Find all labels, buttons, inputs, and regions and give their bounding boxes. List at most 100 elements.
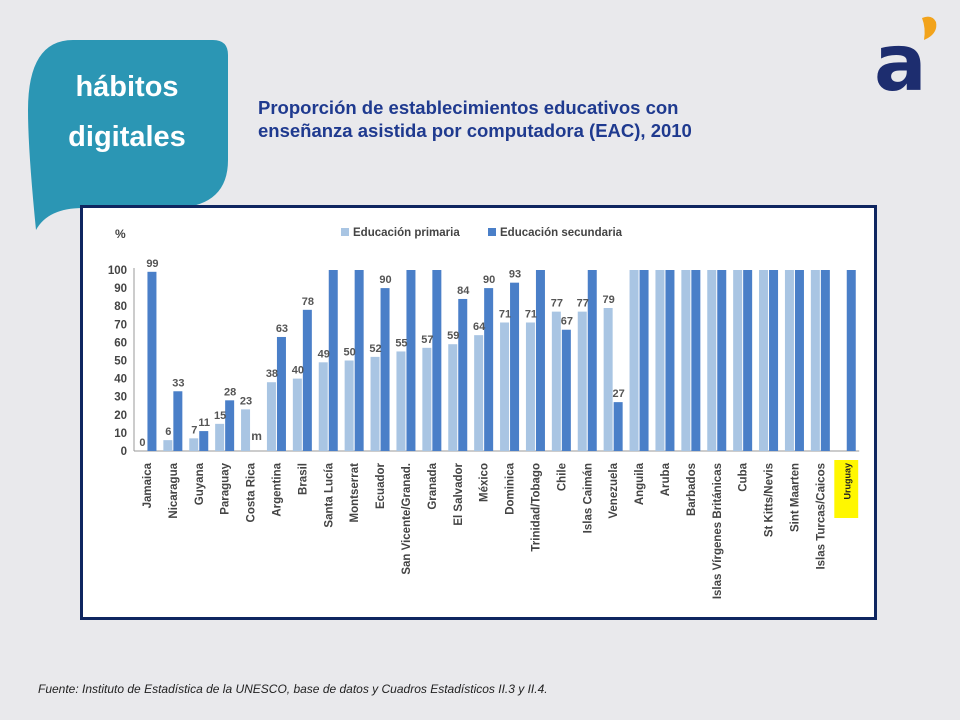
bar-primary	[525, 322, 535, 451]
data-label-primary: 77	[551, 298, 563, 310]
legend-swatch	[341, 228, 349, 236]
y-tick-label: 30	[114, 392, 127, 404]
bar-primary	[733, 270, 743, 451]
category-label: Santa Lucía	[323, 462, 335, 527]
bar-primary	[810, 270, 820, 451]
bar-secondary	[613, 402, 623, 451]
bar-secondary	[717, 270, 727, 451]
data-label-primary: 52	[369, 343, 381, 355]
data-label-secondary: 28	[224, 386, 236, 398]
data-label-primary: 64	[473, 321, 486, 333]
y-tick-label: 100	[108, 265, 127, 277]
y-tick-label: 90	[114, 283, 127, 295]
category-label: México	[479, 463, 491, 502]
badge-text: hábitos digitales	[34, 62, 220, 162]
bar-secondary	[587, 270, 597, 451]
page-title: Proporción de establecimientos educativo…	[258, 96, 818, 142]
data-label-secondary: 63	[276, 323, 288, 335]
bar-primary	[448, 344, 458, 451]
bar-primary	[681, 270, 691, 451]
chart-container: % 0 10 20 30 40 50 60 70 80 90 100 Educación primari…	[80, 205, 877, 620]
category-label: Venezuela	[608, 462, 620, 518]
bar-secondary	[510, 282, 520, 451]
bar-secondary	[820, 270, 830, 451]
data-label-primary: 71	[525, 308, 537, 320]
data-label-primary: 15	[214, 410, 226, 422]
badge-line-1: hábitos	[75, 71, 179, 103]
bar-secondary	[432, 270, 442, 451]
bar-secondary	[328, 270, 338, 451]
category-label: Ecuador	[375, 462, 387, 509]
category-label: Brasil	[297, 463, 309, 495]
bar-secondary	[147, 271, 157, 451]
data-label-secondary: 93	[509, 269, 521, 281]
bar-primary	[241, 409, 251, 451]
category-label: Islas Turcas/Caicos	[815, 463, 827, 570]
category-label: Islas Caimán	[582, 463, 594, 533]
bar-secondary	[199, 431, 209, 451]
title-line-2: enseñanza asistida por computadora (EAC)…	[258, 120, 692, 141]
bar-primary	[577, 311, 587, 451]
bar-secondary	[846, 270, 856, 451]
category-label: Anguila	[634, 462, 646, 505]
bar-secondary	[691, 270, 701, 451]
category-label: Trinidad/Tobago	[530, 463, 542, 552]
bar-secondary	[665, 270, 675, 451]
data-label-secondary: 78	[302, 296, 314, 308]
legend-swatch	[488, 228, 496, 236]
bar-secondary	[458, 298, 468, 451]
y-axis-label: %	[115, 227, 126, 241]
data-label-secondary: 90	[379, 274, 391, 286]
data-label-primary: 55	[395, 337, 407, 349]
bar-primary	[629, 270, 639, 451]
bar-primary	[551, 311, 561, 451]
bar-primary	[422, 347, 432, 451]
bar-primary	[474, 335, 484, 451]
bar-primary	[784, 270, 794, 451]
category-label: Aruba	[660, 462, 672, 496]
y-tick-label: 10	[114, 428, 127, 440]
bar-secondary	[484, 288, 494, 451]
data-label-primary: 79	[603, 294, 615, 306]
bar-primary	[344, 360, 354, 451]
y-tick-label: 40	[114, 374, 127, 386]
bar-primary	[707, 270, 717, 451]
y-tick-label: 50	[114, 356, 127, 368]
category-label: Montserrat	[349, 463, 361, 523]
bar-secondary	[406, 270, 416, 451]
data-label-primary: 23	[240, 395, 252, 407]
category-label: Paraguay	[220, 462, 232, 514]
category-label: Islas Vírgenes Británicas	[712, 463, 724, 599]
bar-secondary	[743, 270, 753, 451]
bar-secondary	[561, 329, 571, 451]
data-label-primary: 71	[499, 308, 511, 320]
title-line-1: Proporción de establecimientos educativo…	[258, 97, 679, 118]
data-label-secondary: 90	[483, 274, 495, 286]
y-tick-label: 60	[114, 337, 127, 349]
data-label-primary: 38	[266, 368, 278, 380]
category-label: San Vicente/Granad.	[401, 463, 413, 575]
data-label-primary: 57	[421, 334, 433, 346]
bar-primary	[396, 351, 406, 451]
y-tick-label: 70	[114, 319, 127, 331]
logo-accent-shape	[922, 16, 937, 40]
bar-primary	[759, 270, 769, 451]
data-label-secondary: 11	[198, 417, 210, 429]
category-label: Costa Rica	[246, 462, 258, 522]
data-label-secondary: 33	[172, 377, 184, 389]
legend-label: Educación primaria	[353, 227, 460, 239]
category-label: Sint Maarten	[789, 463, 801, 532]
data-label-secondary: 67	[561, 316, 573, 328]
category-label: El Salvador	[453, 462, 465, 525]
category-label: Chile	[556, 463, 568, 491]
data-label-primary: 50	[344, 347, 356, 359]
bar-primary	[318, 362, 328, 451]
bar-primary	[655, 270, 665, 451]
bar-secondary	[769, 270, 779, 451]
bar-primary	[370, 356, 380, 451]
category-label: Uruguay	[842, 463, 852, 500]
y-tick-label: 0	[121, 446, 127, 458]
bar-secondary	[639, 270, 649, 451]
category-label: Argentina	[271, 462, 283, 516]
